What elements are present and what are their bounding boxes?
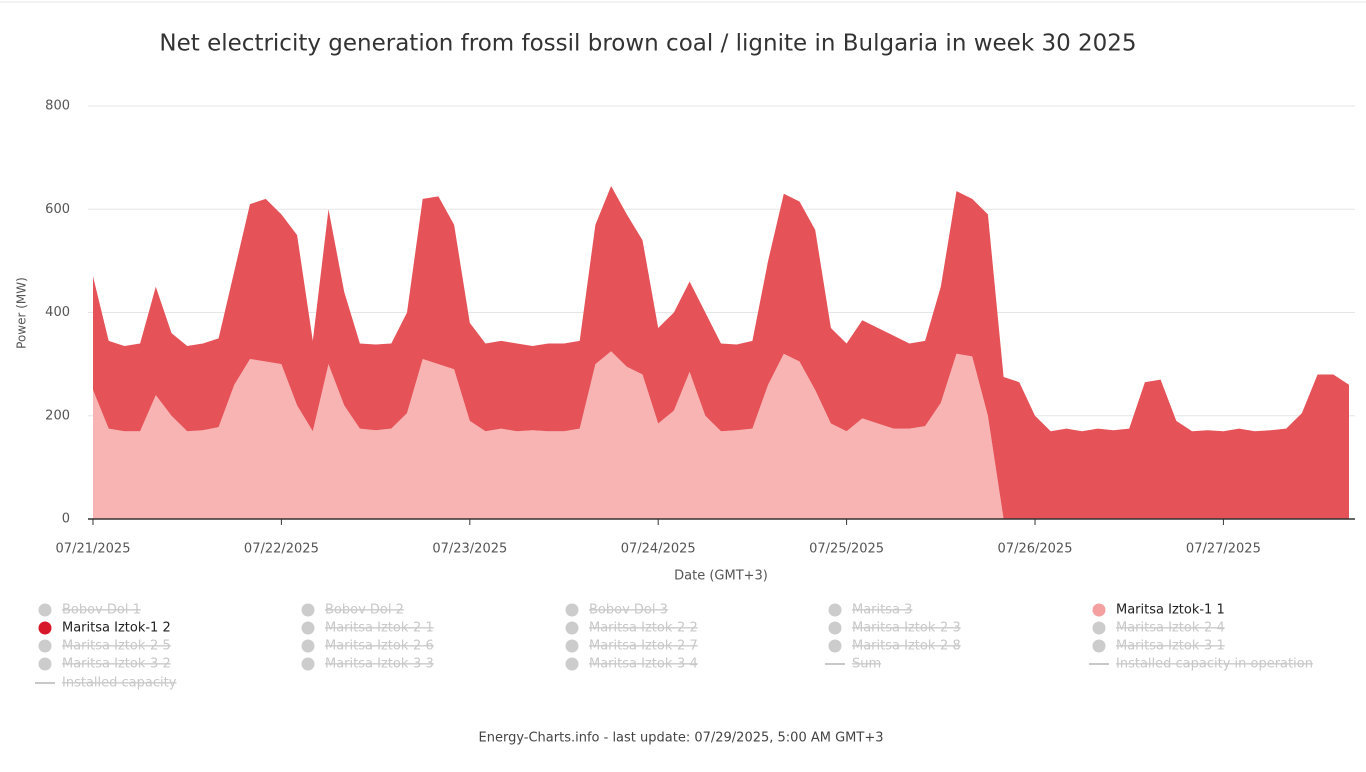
- x-tick-label: 07/21/2025: [56, 542, 131, 557]
- legend-label: Maritsa Iztok-2 7: [589, 639, 698, 654]
- legend-marker: [38, 603, 52, 617]
- legend-label: Bobov Dol 3: [589, 603, 668, 618]
- chart-title: Net electricity generation from fossil b…: [159, 31, 1136, 57]
- legend-marker: [1092, 639, 1106, 653]
- legend-marker: [301, 639, 315, 653]
- legend-marker: [301, 621, 315, 635]
- legend-marker: [1092, 603, 1106, 617]
- legend-label: Maritsa Iztok-3 4: [589, 657, 698, 672]
- y-tick-label: 800: [45, 99, 70, 114]
- footer: Energy-Charts.info - last update: 07/29/…: [479, 731, 884, 746]
- y-axis-label: Power (MW): [15, 277, 29, 349]
- legend-label: Maritsa Iztok-2 4: [1116, 621, 1225, 636]
- legend-label: Maritsa Iztok-3 1: [1116, 639, 1225, 654]
- legend-label: Maritsa Iztok-2 8: [852, 639, 961, 654]
- area: [93, 186, 1349, 520]
- legend-label: Installed capacity: [62, 676, 177, 691]
- x-tick-label: 07/27/2025: [1186, 542, 1261, 557]
- legend-marker: [301, 603, 315, 617]
- legend-marker: [38, 639, 52, 653]
- legend-marker: [828, 639, 842, 653]
- x-tick-label: 07/24/2025: [621, 542, 696, 557]
- legend-label: Maritsa Iztok-1 2: [62, 621, 171, 636]
- legend-label: Maritsa Iztok-2 1: [325, 621, 434, 636]
- legend-label: Maritsa Iztok-3 2: [62, 657, 171, 672]
- legend-marker: [38, 621, 52, 635]
- legend-marker: [301, 657, 315, 671]
- y-tick-label: 0: [62, 512, 70, 527]
- x-tick-label: 07/25/2025: [809, 542, 884, 557]
- legend-marker: [1092, 621, 1106, 635]
- y-tick-label: 600: [45, 202, 70, 217]
- legend-marker: [565, 621, 579, 635]
- y-tick-label: 200: [45, 408, 70, 423]
- legend-marker: [565, 603, 579, 617]
- legend-marker: [565, 639, 579, 653]
- legend-marker: [828, 603, 842, 617]
- legend-label: Maritsa Iztok-1 1: [1116, 603, 1225, 618]
- legend-label: Maritsa Iztok-2 2: [589, 621, 698, 636]
- x-tick-label: 07/22/2025: [244, 542, 319, 557]
- legend-marker: [828, 621, 842, 635]
- x-tick-label: 07/26/2025: [998, 542, 1073, 557]
- legend-label: Maritsa 3: [852, 603, 912, 618]
- legend-marker: [565, 657, 579, 671]
- area: [93, 351, 1349, 519]
- legend-label: Maritsa Iztok-2 3: [852, 621, 961, 636]
- x-tick-label: 07/23/2025: [432, 542, 507, 557]
- x-axis-label: Date (GMT+3): [674, 569, 768, 584]
- legend-label: Bobov Dol 1: [62, 603, 141, 618]
- legend-label: Maritsa Iztok-2 5: [62, 639, 171, 654]
- legend-label: Maritsa Iztok-2 6: [325, 639, 434, 654]
- legend-label: Sum: [852, 657, 881, 672]
- legend-label: Bobov Dol 2: [325, 603, 404, 618]
- legend-marker: [38, 657, 52, 671]
- y-tick-label: 400: [45, 305, 70, 320]
- legend-label: Maritsa Iztok-3 3: [325, 657, 434, 672]
- legend-label: Installed capacity in operation: [1116, 657, 1313, 672]
